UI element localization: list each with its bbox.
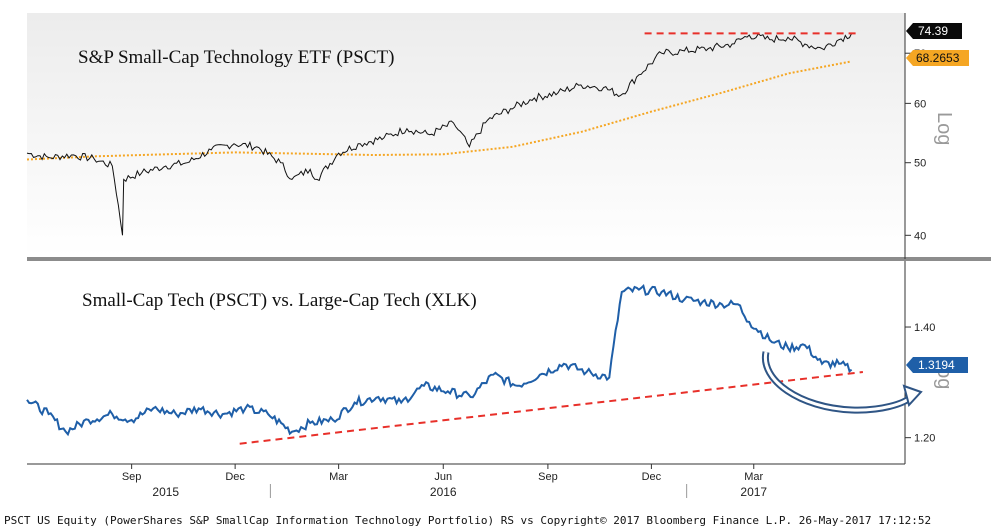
- bottom-ytick-label: 1.20: [914, 433, 935, 445]
- year-label: 2016: [430, 485, 457, 499]
- price-value-tag: 74.39: [906, 23, 962, 39]
- ratio-value-tag: 1.3194: [906, 357, 968, 373]
- month-tick-label: Jun: [434, 471, 452, 483]
- ma-value-tag: 68.2653: [906, 50, 969, 66]
- price-line: [26, 33, 853, 236]
- ma-value-label: 68.2653: [916, 51, 960, 65]
- moving-average-line: [26, 60, 852, 161]
- ratio-value-label: 1.3194: [918, 358, 955, 372]
- top-ytick-label: 40: [914, 230, 926, 242]
- month-tick-label: Mar: [329, 471, 348, 483]
- bottom-panel-background: [27, 264, 905, 464]
- ratio-line: [26, 284, 853, 437]
- top-ytick-label: 50: [914, 158, 926, 170]
- curved-arrow-inner: [763, 351, 914, 412]
- top-y-ticks: 40506070: [905, 48, 926, 242]
- footer-text: PSCT US Equity (PowerShares S&P SmallCap…: [4, 514, 931, 527]
- year-label: 2017: [740, 485, 767, 499]
- month-tick-label: Mar: [744, 471, 763, 483]
- month-tick-label: Sep: [122, 471, 142, 483]
- bottom-ytick-label: 1.40: [914, 322, 935, 334]
- month-tick-label: Dec: [225, 471, 245, 483]
- year-label: 2015: [152, 485, 179, 499]
- month-tick-label: Sep: [538, 471, 558, 483]
- top-panel-background: [27, 13, 905, 257]
- top-scale-label: Log: [933, 112, 955, 145]
- top-ytick-label: 60: [914, 98, 926, 110]
- curved-arrow-head: [902, 384, 923, 408]
- top-chart-title: S&P Small-Cap Technology ETF (PSCT): [78, 47, 394, 68]
- x-axis-ticks: Sep Dec Mar Jun Sep Dec Mar 2015 2016 2017: [122, 464, 767, 499]
- bottom-y-ticks: 1.20 1.40: [905, 322, 935, 445]
- bottom-chart-title: Small-Cap Tech (PSCT) vs. Large-Cap Tech…: [82, 290, 477, 311]
- bottom-trend-line: [239, 371, 864, 445]
- price-value-label: 74.39: [918, 24, 948, 38]
- month-tick-label: Dec: [642, 471, 662, 483]
